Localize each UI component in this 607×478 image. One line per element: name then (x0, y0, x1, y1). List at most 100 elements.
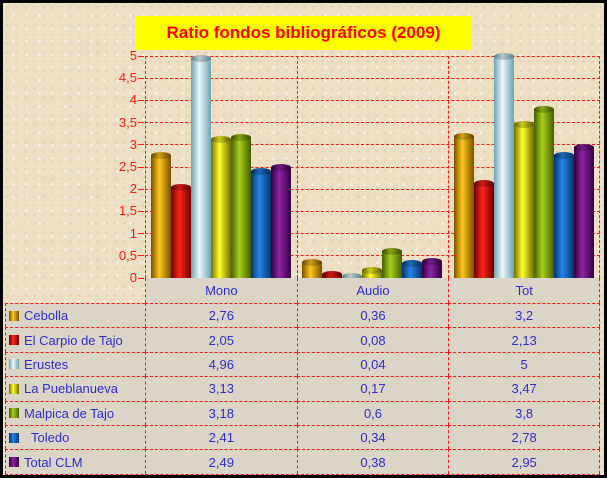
bar-erustes-mono (190, 54, 211, 278)
x-axis-label-tot: Tot (448, 278, 600, 303)
table-row-label-erustes: Erustes (5, 351, 145, 377)
bar-top-cap (270, 164, 291, 172)
y-axis-tick (138, 55, 144, 57)
y-axis-label: 4,5 (118, 70, 137, 86)
value-cell: 3,18 (145, 400, 297, 425)
value-cell: 0,34 (296, 424, 449, 450)
bar-cebolla-audio (302, 259, 323, 278)
bar-toledo-tot (554, 151, 575, 278)
table-row-label-malpica-de-tajo: Malpica de Tajo (5, 400, 145, 425)
y-axis-tick (138, 122, 144, 124)
bar-group-mono (150, 54, 291, 278)
value-cell: 2,49 (145, 449, 297, 474)
bar-total-clm-audio (422, 258, 443, 278)
gridline (145, 99, 600, 101)
value-cell: 4,96 (145, 351, 297, 377)
value-cell: 2,41 (145, 424, 297, 450)
y-axis-tick (138, 233, 144, 235)
row-label-text: Cebolla (24, 308, 69, 324)
y-axis-tick (138, 144, 144, 146)
value-cell: 3,2 (448, 303, 600, 328)
category-separator-line (145, 56, 146, 278)
legend-swatch (9, 383, 19, 394)
x-axis-label-audio: Audio (296, 278, 449, 303)
gridline (145, 188, 600, 190)
value-cell: 2,13 (448, 327, 600, 352)
bar-el-carpio-de-tajo-mono (170, 183, 191, 278)
gridline (145, 122, 600, 124)
y-axis-label: 0,5 (118, 247, 137, 263)
bar-la-pueblanueva-tot (514, 120, 535, 278)
table-row-label-toledo: Toledo (5, 424, 145, 450)
x-axis-label-mono: Mono (145, 278, 297, 303)
row-label-text: Erustes (24, 356, 69, 372)
gridline (145, 166, 600, 168)
y-axis-label: 1,5 (118, 203, 137, 219)
category-cell-audio (297, 56, 449, 281)
table-row-label-la-pueblanueva: La Pueblanueva (5, 376, 145, 401)
value-cell: 0,6 (296, 400, 449, 425)
bar-top-cap (362, 267, 383, 275)
y-axis-tick (138, 166, 144, 168)
value-cell: 2,95 (448, 449, 600, 474)
y-axis-label: 4 (129, 92, 137, 108)
category-separator-line (599, 56, 600, 278)
bar-top-cap (322, 271, 343, 279)
bar-toledo-mono (250, 168, 271, 278)
row-label-text: El Carpio de Tajo (24, 332, 123, 348)
row-label-text: La Pueblanueva (24, 381, 118, 397)
row-label-text: Toledo (24, 430, 70, 446)
table-row-label-cebolla: Cebolla (5, 303, 145, 328)
bar-group-tot (454, 53, 595, 278)
y-axis-tick (138, 99, 144, 101)
y-axis-label: 1 (129, 225, 137, 241)
bar-erustes-audio (342, 273, 363, 281)
y-axis-label: 3 (129, 136, 137, 152)
y-axis-label: 2,5 (118, 159, 137, 174)
bar-top-cap (454, 132, 475, 140)
bar-group-audio (302, 248, 443, 281)
value-cell: 0,38 (296, 449, 449, 474)
table-row-label-el-carpio-de-tajo: El Carpio de Tajo (5, 327, 145, 352)
bar-cebolla-mono (150, 152, 171, 278)
y-axis-tick (138, 77, 144, 79)
bar-la-pueblanueva-audio (362, 267, 383, 278)
value-cell: 3,47 (448, 376, 600, 401)
legend-swatch (9, 408, 19, 419)
row-label-text: Malpica de Tajo (24, 405, 115, 421)
y-axis-tick (138, 210, 144, 212)
y-axis-label: 3,5 (118, 114, 137, 130)
bar-top-cap (574, 144, 595, 152)
value-cell: 0,36 (296, 303, 449, 328)
plot-area (145, 53, 600, 281)
bar-top-cap (402, 259, 423, 267)
bar-top-cap (190, 54, 211, 62)
bar-top-cap (554, 151, 575, 159)
y-axis-label: 2 (129, 181, 137, 197)
legend-swatch (9, 359, 19, 370)
chart-title: Ratio fondos bibliográficos (2009) (135, 16, 472, 50)
bar-top-cap (422, 258, 443, 266)
bar-el-carpio-de-tajo-audio (322, 271, 343, 279)
bar-malpica-de-tajo-audio (382, 248, 403, 278)
value-cell: 5 (448, 351, 600, 377)
category-separator-line (448, 56, 450, 278)
bar-top-cap (534, 106, 555, 114)
bar-top-cap (150, 152, 171, 160)
y-axis-tick (138, 188, 144, 190)
value-cell: 0,17 (296, 376, 449, 401)
category-cell-tot (448, 53, 600, 278)
data-table: Cebolla 2,76 0,36 3,2 El Carpio de Tajo 2,05 0… (5, 303, 600, 475)
x-axis-labels: Mono Audio Tot (145, 278, 600, 303)
value-cell: 2,76 (145, 303, 297, 328)
bar-toledo-audio (402, 259, 423, 278)
value-cell: 2,05 (145, 327, 297, 352)
bar-total-clm-tot (574, 144, 595, 278)
legend-swatch (9, 457, 19, 468)
bar-malpica-de-tajo-tot (534, 106, 555, 278)
gridline (145, 255, 600, 257)
y-axis-tick (138, 277, 144, 279)
bar-top-cap (474, 180, 495, 188)
bar-top-cap (210, 136, 231, 144)
